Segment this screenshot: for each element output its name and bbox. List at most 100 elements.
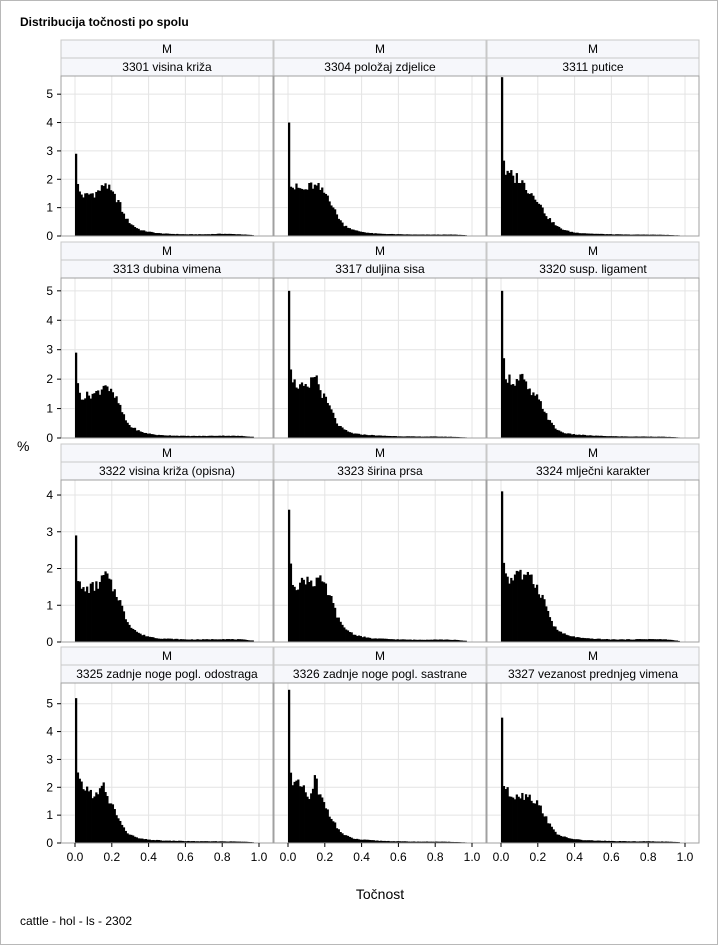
histogram-bar bbox=[306, 576, 309, 642]
histogram-bar bbox=[567, 230, 570, 236]
histogram-bar bbox=[235, 639, 238, 642]
histogram-bar bbox=[437, 436, 440, 438]
histogram-bar bbox=[93, 590, 96, 642]
histogram-bar bbox=[559, 631, 563, 642]
histogram-bar bbox=[339, 621, 342, 642]
histogram-bar bbox=[111, 191, 115, 236]
histogram-bar bbox=[624, 639, 627, 642]
histogram-bar bbox=[337, 617, 340, 642]
histogram-bar bbox=[578, 233, 581, 236]
histogram-bar bbox=[308, 582, 311, 642]
histogram-bar bbox=[293, 586, 296, 642]
histogram-bar bbox=[167, 233, 170, 236]
histogram-bar bbox=[97, 390, 100, 438]
histogram-bar bbox=[648, 234, 651, 236]
y-tick-label: 2 bbox=[46, 172, 53, 186]
histogram-bar bbox=[402, 436, 405, 438]
histogram-bar bbox=[453, 639, 456, 642]
histogram-bar bbox=[170, 435, 173, 438]
histogram-bar bbox=[354, 433, 357, 438]
histogram-bar bbox=[235, 435, 238, 438]
histogram-bar bbox=[598, 233, 601, 236]
histogram-bar bbox=[139, 230, 142, 236]
y-tick-label: 4 bbox=[46, 116, 53, 130]
histogram-bar bbox=[570, 434, 574, 438]
histogram-bar bbox=[200, 234, 203, 236]
histogram-bar bbox=[139, 838, 142, 843]
histogram-bar bbox=[238, 435, 241, 438]
histogram-bar bbox=[187, 234, 190, 236]
histogram-bar bbox=[117, 818, 120, 843]
histogram-bar bbox=[504, 573, 507, 642]
histogram-bar bbox=[319, 794, 322, 843]
histogram-bar bbox=[519, 569, 522, 642]
histogram-bar bbox=[141, 635, 144, 642]
histogram-bar bbox=[539, 401, 542, 438]
histogram-bar bbox=[288, 290, 291, 438]
histogram-bar bbox=[378, 435, 381, 438]
histogram-bar bbox=[501, 77, 504, 236]
histogram-bar bbox=[170, 638, 173, 642]
histogram-bar bbox=[370, 840, 374, 843]
histogram-bar bbox=[457, 234, 460, 236]
panel-border bbox=[273, 682, 487, 844]
histogram-bar bbox=[435, 436, 438, 438]
histogram-bar bbox=[587, 840, 590, 843]
histogram-bar bbox=[405, 234, 408, 236]
x-tick-label: 0.4 bbox=[566, 850, 583, 864]
histogram-bar bbox=[214, 234, 218, 236]
histogram-bar bbox=[629, 436, 633, 438]
histogram-bar bbox=[82, 399, 85, 438]
histogram-bar bbox=[363, 232, 366, 236]
y-tick-label: 4 bbox=[46, 725, 53, 739]
histogram-bar bbox=[414, 234, 418, 236]
histogram-bar bbox=[642, 436, 645, 438]
x-tick-label: 0.8 bbox=[640, 850, 657, 864]
histogram-bar bbox=[659, 234, 662, 236]
histogram-bar bbox=[293, 781, 296, 843]
histogram-bar bbox=[532, 195, 535, 236]
histogram-bar bbox=[563, 633, 566, 642]
histogram-bar bbox=[313, 376, 316, 438]
histogram-bar bbox=[646, 436, 649, 438]
histogram-bar bbox=[231, 841, 234, 843]
histogram-bar bbox=[157, 434, 161, 438]
histogram-bar bbox=[95, 390, 98, 438]
histogram-bar bbox=[334, 418, 337, 438]
histogram-bar bbox=[376, 435, 379, 438]
histogram-bar bbox=[448, 436, 451, 438]
histogram-bar bbox=[572, 232, 575, 236]
histogram-bar bbox=[653, 234, 656, 236]
histogram-bar bbox=[322, 582, 326, 642]
histogram-bar bbox=[609, 639, 612, 642]
histogram-bar bbox=[532, 584, 535, 642]
histogram-bar bbox=[416, 436, 420, 438]
histogram-bar bbox=[216, 639, 219, 642]
histogram-bar bbox=[113, 589, 116, 642]
histogram-bar bbox=[240, 234, 243, 236]
histogram-bar bbox=[559, 228, 563, 236]
histogram-bar bbox=[249, 436, 253, 438]
histogram-bar bbox=[576, 637, 579, 642]
histogram-bar bbox=[322, 393, 326, 438]
histogram-bar bbox=[578, 839, 581, 843]
histogram-bar bbox=[650, 234, 653, 236]
histogram-bar bbox=[537, 399, 541, 438]
histogram-bar bbox=[137, 228, 140, 236]
histogram-bar bbox=[306, 386, 309, 438]
histogram-bar bbox=[317, 384, 320, 438]
histogram-bar bbox=[569, 636, 572, 642]
histogram-bar bbox=[637, 234, 640, 236]
histogram-bar bbox=[422, 639, 425, 642]
histogram-bar bbox=[637, 436, 640, 438]
histogram-bar bbox=[295, 183, 298, 236]
histogram-bar bbox=[159, 435, 162, 438]
histogram-bar bbox=[357, 839, 361, 843]
histogram-bar bbox=[231, 435, 234, 438]
histogram-bar bbox=[346, 835, 350, 843]
histogram-bar bbox=[148, 636, 151, 642]
histogram-bar bbox=[194, 234, 197, 236]
histogram-bar bbox=[82, 587, 85, 642]
strip-trait-label: 3327 vezanost prednjeg vimena bbox=[508, 667, 678, 681]
histogram-bar bbox=[328, 405, 331, 438]
